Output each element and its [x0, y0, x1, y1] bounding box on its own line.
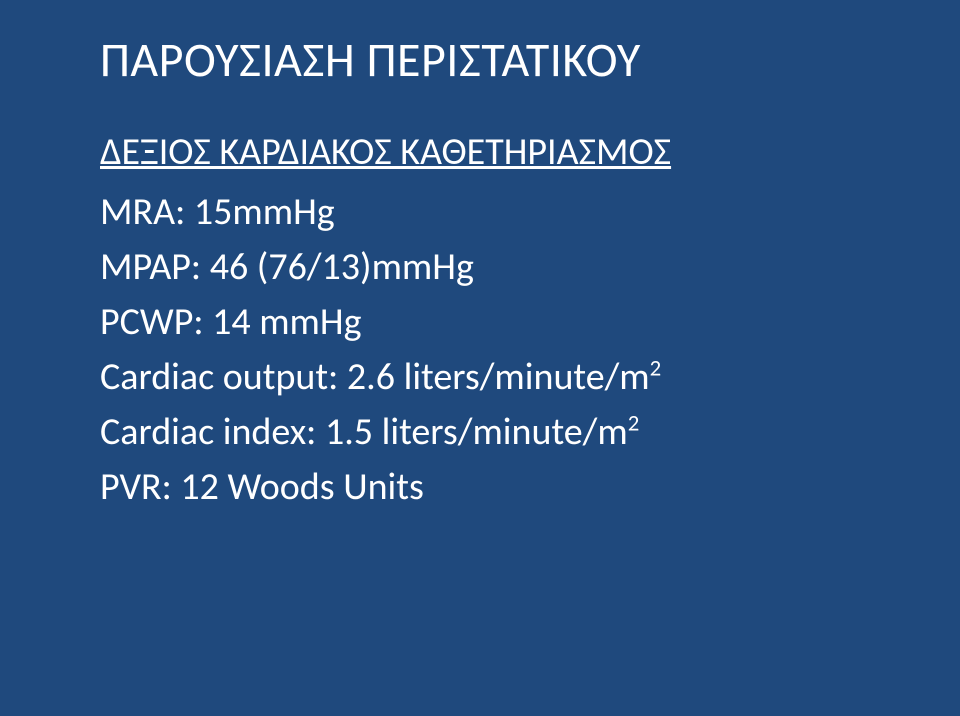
cardiac-index-sup: 2: [628, 410, 640, 438]
cardiac-output-text: Cardiac output: 2.6 liters/minute/m: [100, 354, 650, 400]
cardiac-index-text: Cardiac index: 1.5 liters/minute/m: [100, 409, 628, 455]
line-mra: MRA: 15mmHg: [100, 185, 890, 240]
line-cardiac-output: Cardiac output: 2.6 liters/minute/m2: [100, 350, 890, 405]
slide: ΠΑΡΟΥΣΙΑΣΗ ΠΕΡΙΣΤΑΤΙΚΟΥ ΔΕΞΙΟΣ ΚΑΡΔΙΑΚΟΣ…: [0, 0, 960, 716]
line-cardiac-index: Cardiac index: 1.5 liters/minute/m2: [100, 405, 890, 460]
slide-title: ΠΑΡΟΥΣΙΑΣΗ ΠΕΡΙΣΤΑΤΙΚΟΥ: [100, 30, 890, 89]
line-pcwp: PCWP: 14 mmHg: [100, 295, 890, 350]
section-heading: ΔΕΞΙΟΣ ΚΑΡΔΙΑΚΟΣ ΚΑΘΕΤΗΡΙΑΣΜΟΣ: [100, 129, 890, 175]
line-pvr: PVR: 12 Woods Units: [100, 460, 890, 515]
line-mpap: MPAP: 46 (76/13)mmHg: [100, 240, 890, 295]
cardiac-output-sup: 2: [650, 355, 662, 383]
